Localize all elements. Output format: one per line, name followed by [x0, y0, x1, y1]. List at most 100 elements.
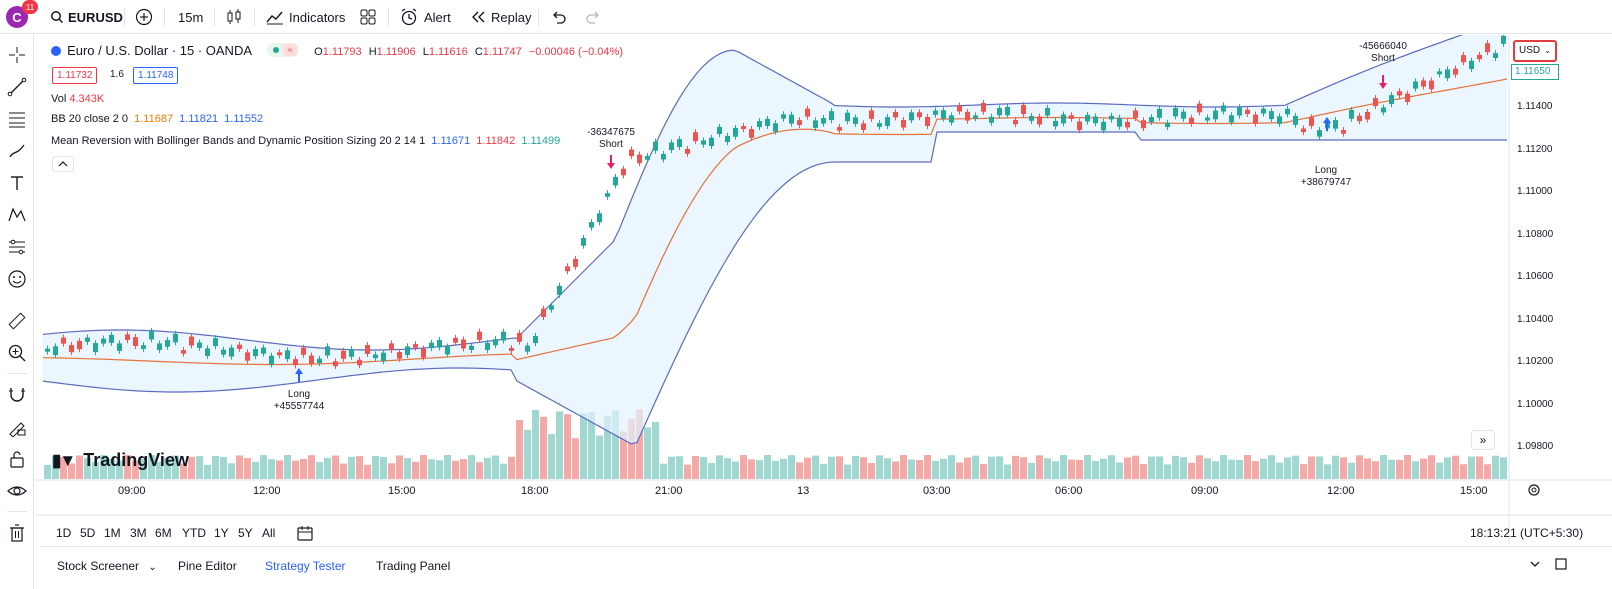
lock-icon[interactable] [7, 449, 27, 469]
candle-body [1389, 95, 1394, 105]
fib-lines-icon[interactable] [7, 109, 27, 129]
brush-icon[interactable] [7, 141, 27, 161]
crosshair-icon[interactable] [7, 45, 27, 65]
templates-button[interactable] [360, 0, 376, 34]
volume-bar [1276, 462, 1283, 479]
indicators-button[interactable]: Indicators [266, 0, 345, 34]
date-range-picker-button[interactable] [296, 524, 314, 547]
prediction-icon[interactable] [7, 237, 27, 257]
ruler-icon[interactable] [7, 311, 27, 331]
volume-bar [1428, 455, 1435, 479]
price-tick: 1.09800 [1517, 441, 1554, 452]
volume-bar [540, 416, 547, 479]
replay-button[interactable]: Replay [470, 0, 531, 34]
volume-bar [940, 458, 947, 479]
chart-pane[interactable]: Euro / U.S. Dollar · 15 · OANDA ≈ O1.117… [35, 35, 1612, 545]
candle-body [173, 333, 178, 343]
undo-button[interactable] [551, 0, 567, 34]
candle-body [181, 350, 186, 354]
candle-body [733, 127, 738, 137]
trash-icon[interactable] [7, 523, 27, 543]
scroll-to-realtime-button[interactable]: » [1471, 430, 1495, 450]
volume-bar [388, 463, 395, 479]
range-button[interactable]: 5D [80, 526, 96, 540]
time-tick: 13 [797, 485, 810, 497]
interval-button[interactable]: 15m [178, 9, 204, 25]
candle-body [1077, 121, 1082, 131]
volume-bar [1372, 461, 1379, 479]
clock-readout[interactable]: 18:13:21 (UTC+5:30) [1470, 526, 1584, 540]
symbol-search[interactable]: EURUSD [50, 0, 123, 34]
volume-bar [1172, 455, 1179, 479]
volume-bar [500, 463, 507, 479]
magnet-icon[interactable] [7, 385, 27, 405]
range-button[interactable]: 1M [104, 526, 121, 540]
maximize-icon [1555, 558, 1567, 570]
chart-settings-button[interactable] [1526, 482, 1542, 498]
range-button[interactable]: 6M [155, 526, 172, 540]
market-status-badge[interactable]: ≈ [267, 43, 300, 57]
volume-bar [1340, 457, 1347, 479]
tab-pine-editor[interactable]: Pine Editor [178, 559, 237, 573]
volume-bar [1484, 464, 1491, 479]
volume-bar [292, 460, 299, 479]
volume-bar [1036, 455, 1043, 479]
volume-bar [260, 455, 267, 479]
pattern-icon[interactable] [7, 205, 27, 225]
volume-bar [148, 455, 155, 479]
volume-bar [868, 462, 875, 479]
price-chart[interactable] [35, 35, 1612, 545]
range-button[interactable]: All [262, 526, 276, 540]
volume-bar [100, 455, 107, 479]
candle-body [885, 117, 890, 127]
eye-icon[interactable] [7, 481, 27, 501]
emoji-icon[interactable] [7, 269, 27, 289]
range-button[interactable]: 5Y [238, 526, 253, 540]
range-button[interactable]: 1D [56, 526, 72, 540]
time-tick: 21:00 [655, 485, 683, 497]
buy-button[interactable]: 1.11748 [133, 67, 179, 84]
candle-body [893, 111, 898, 118]
tab-stock-screener[interactable]: Stock Screener ⌄ [57, 559, 157, 573]
volume-bar [1068, 459, 1075, 479]
candle-body [309, 355, 314, 364]
candle-body [1173, 108, 1178, 117]
candle-body [565, 266, 570, 272]
zoom-in-icon[interactable] [7, 343, 27, 363]
collapse-legend-button[interactable] [52, 156, 74, 172]
range-button[interactable]: 3M [130, 526, 147, 540]
compare-add-button[interactable] [135, 0, 153, 34]
maximize-panel-button[interactable] [1554, 557, 1568, 574]
alert-button[interactable]: Alert [400, 0, 451, 34]
candle-body [453, 337, 458, 343]
text-icon[interactable] [7, 173, 27, 193]
redo-button[interactable] [585, 0, 601, 34]
user-avatar[interactable]: C [6, 6, 28, 28]
sell-button[interactable]: 1.11732 [52, 67, 98, 84]
volume-bar [316, 462, 323, 479]
volume-bar [1404, 455, 1411, 479]
bb-fill [43, 35, 1507, 444]
candle-body [533, 335, 538, 344]
candle-body [325, 346, 330, 356]
lock-drawing-icon[interactable] [7, 417, 27, 437]
volume-bar [236, 455, 243, 479]
range-button[interactable]: YTD [182, 526, 206, 540]
candle-body [1133, 110, 1138, 119]
candle-body [277, 352, 282, 356]
currency-dropdown[interactable]: USD ⌄ [1513, 40, 1557, 62]
arrow-head [1323, 117, 1331, 123]
volume-bar [332, 455, 339, 479]
candle-body [125, 334, 130, 340]
volume-bar [44, 465, 51, 479]
gear-icon [1528, 484, 1540, 496]
short-entry-arrow-2 [1379, 75, 1387, 89]
tab-trading-panel[interactable]: Trading Panel [376, 559, 451, 573]
tab-strategy-tester[interactable]: Strategy Tester [265, 559, 346, 573]
candle-body [445, 346, 450, 355]
trend-line-icon[interactable] [7, 77, 27, 97]
collapse-panel-button[interactable] [1528, 557, 1542, 574]
chart-type-button[interactable] [226, 0, 242, 34]
range-button[interactable]: 1Y [214, 526, 229, 540]
volume-bar [268, 459, 275, 479]
